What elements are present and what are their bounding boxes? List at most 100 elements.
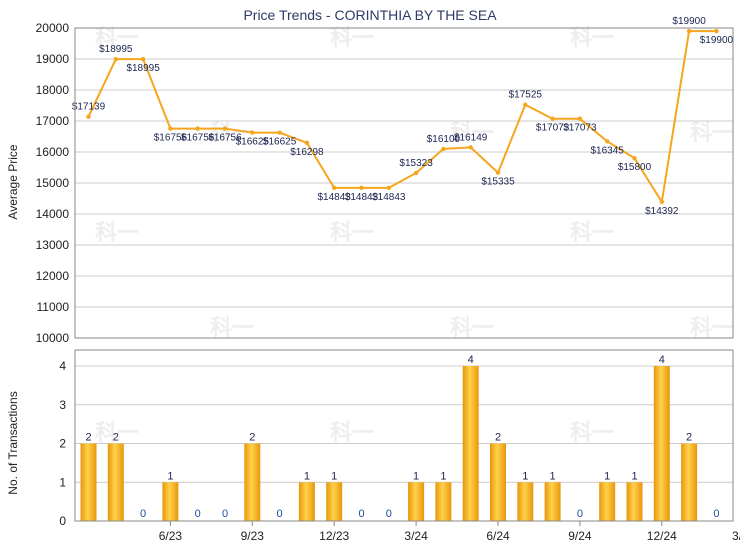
transactions-data-label: 0 bbox=[358, 508, 364, 520]
transactions-bar bbox=[408, 482, 425, 521]
price-data-label: $16298 bbox=[290, 147, 324, 158]
transactions-bar bbox=[326, 482, 343, 521]
transactions-data-label: 2 bbox=[249, 432, 255, 444]
x-tick-label: 9/24 bbox=[568, 529, 592, 543]
transactions-data-label: 4 bbox=[659, 354, 665, 366]
transactions-bar bbox=[107, 443, 124, 521]
price-y-ticks: 10000 11000 12000 13000 14000 15000 16000 17000… bbox=[36, 21, 70, 345]
transactions-data-label: 0 bbox=[222, 508, 228, 520]
price-line bbox=[87, 30, 717, 205]
price-plot-frame bbox=[74, 27, 734, 339]
price-point bbox=[659, 199, 664, 205]
price-data-label: $14843 bbox=[318, 192, 352, 203]
price-data-label: $16625 bbox=[263, 137, 297, 148]
watermark-text: 科一 bbox=[330, 25, 374, 50]
watermark-text: 科一 bbox=[570, 420, 614, 445]
watermark-text: 科一 bbox=[450, 315, 494, 340]
transactions-bar bbox=[653, 366, 670, 521]
price-data-label: $16756 bbox=[154, 133, 188, 144]
transactions-y-tick-label: 0 bbox=[59, 514, 66, 528]
transactions-data-label: 1 bbox=[604, 470, 610, 482]
transactions-y-tick-label: 3 bbox=[59, 398, 66, 412]
price-data-label: $16100 bbox=[427, 134, 461, 145]
watermark-text: 科一 bbox=[330, 220, 374, 245]
price-point bbox=[550, 116, 555, 121]
transactions-bar bbox=[626, 482, 643, 521]
price-data-label: $16756 bbox=[208, 133, 242, 144]
price-point bbox=[495, 170, 501, 175]
price-point bbox=[714, 28, 719, 34]
transactions-data-label: 1 bbox=[331, 470, 337, 482]
transactions-y-tick-label: 2 bbox=[59, 437, 66, 451]
price-data-label: $17525 bbox=[509, 90, 543, 101]
price-point bbox=[413, 170, 419, 176]
transactions-bar bbox=[517, 482, 534, 521]
transactions-data-label: 0 bbox=[140, 508, 146, 520]
price-y-tick-label: 10000 bbox=[36, 331, 70, 345]
price-point bbox=[113, 56, 119, 62]
price-point bbox=[605, 139, 610, 144]
watermark-text: 科一 bbox=[95, 25, 139, 50]
transactions-bars bbox=[80, 366, 698, 521]
price-data-label: $17073 bbox=[563, 123, 597, 134]
price-data-label: $16625 bbox=[236, 137, 270, 148]
price-point bbox=[86, 114, 91, 119]
price-point bbox=[222, 126, 228, 131]
watermark-text: 科一 bbox=[450, 120, 494, 145]
price-data-label: $19900 bbox=[672, 16, 706, 27]
x-tick-label: 9/23 bbox=[241, 529, 265, 543]
price-y-tick-label: 20000 bbox=[36, 21, 70, 35]
transactions-data-label: 2 bbox=[85, 432, 91, 444]
transactions-bar bbox=[599, 482, 616, 521]
price-data-label: $15335 bbox=[481, 177, 515, 188]
price-y-tick-label: 15000 bbox=[36, 176, 70, 190]
watermark-text: 科一 bbox=[95, 420, 139, 445]
price-data-label: $15323 bbox=[399, 158, 433, 169]
price-point bbox=[523, 102, 528, 107]
transactions-bar bbox=[162, 482, 179, 521]
transactions-bar bbox=[490, 443, 506, 521]
x-axis-ticks: 6/23 9/23 12/23 3/24 6/24 9/24 12/24 3/25 bbox=[159, 521, 740, 543]
transactions-data-label: 2 bbox=[113, 432, 119, 444]
watermark-text: 科一 bbox=[570, 220, 614, 245]
price-data-label: $19900 bbox=[700, 35, 734, 46]
transactions-bar bbox=[544, 482, 561, 521]
transactions-data-label: 1 bbox=[413, 470, 419, 482]
transactions-data-label: 1 bbox=[304, 470, 310, 482]
price-point bbox=[686, 28, 692, 34]
price-point bbox=[632, 156, 637, 161]
transactions-data-label: 0 bbox=[713, 508, 719, 520]
transactions-data-label: 2 bbox=[686, 432, 692, 444]
price-series bbox=[86, 28, 719, 205]
transactions-y-ticks: 0 1 2 3 4 bbox=[59, 359, 66, 528]
price-point bbox=[168, 126, 173, 131]
price-data-label: $18995 bbox=[126, 63, 160, 74]
watermark-text: 科一 bbox=[330, 420, 374, 445]
watermark-text: 科一 bbox=[690, 315, 734, 340]
transactions-bar bbox=[244, 443, 261, 521]
price-y-tick-label: 18000 bbox=[36, 83, 70, 97]
price-point bbox=[277, 130, 282, 135]
price-point bbox=[140, 56, 146, 62]
price-y-axis-title: Average Price bbox=[6, 144, 20, 219]
price-data-label: $14392 bbox=[645, 206, 679, 217]
price-point bbox=[359, 185, 364, 191]
transactions-bar bbox=[681, 443, 698, 521]
price-y-tick-label: 16000 bbox=[36, 145, 70, 159]
watermark-text: 科一 bbox=[95, 220, 139, 245]
transactions-data-labels: 2 2 0 1 0 0 2 0 1 1 0 0 1 1 4 2 1 1 0 1 1 4 2 0 bbox=[85, 354, 719, 520]
watermark-text: 科一 bbox=[690, 120, 734, 145]
price-point bbox=[195, 126, 200, 131]
price-y-tick-label: 14000 bbox=[36, 207, 70, 221]
price-data-label: $14843 bbox=[345, 192, 379, 203]
transactions-data-label: 0 bbox=[277, 508, 283, 520]
price-point bbox=[468, 145, 473, 150]
price-data-label: $17073 bbox=[536, 123, 570, 134]
price-data-label: $17139 bbox=[72, 102, 106, 113]
x-tick-label: 12/23 bbox=[319, 529, 349, 543]
transactions-data-label: 1 bbox=[522, 470, 528, 482]
transactions-y-axis-title: No. of Transactions bbox=[6, 391, 20, 494]
x-tick-label: 6/24 bbox=[486, 529, 510, 543]
